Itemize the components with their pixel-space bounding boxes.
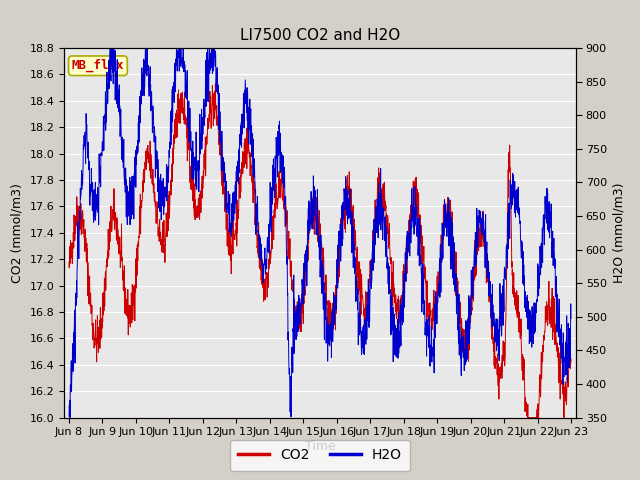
Y-axis label: CO2 (mmol/m3): CO2 (mmol/m3) [11,183,24,283]
Title: LI7500 CO2 and H2O: LI7500 CO2 and H2O [240,28,400,43]
Legend: CO2, H2O: CO2, H2O [230,440,410,471]
X-axis label: Time: Time [305,440,335,453]
Y-axis label: H2O (mmol/m3): H2O (mmol/m3) [612,182,625,283]
Text: MB_flux: MB_flux [72,59,124,72]
